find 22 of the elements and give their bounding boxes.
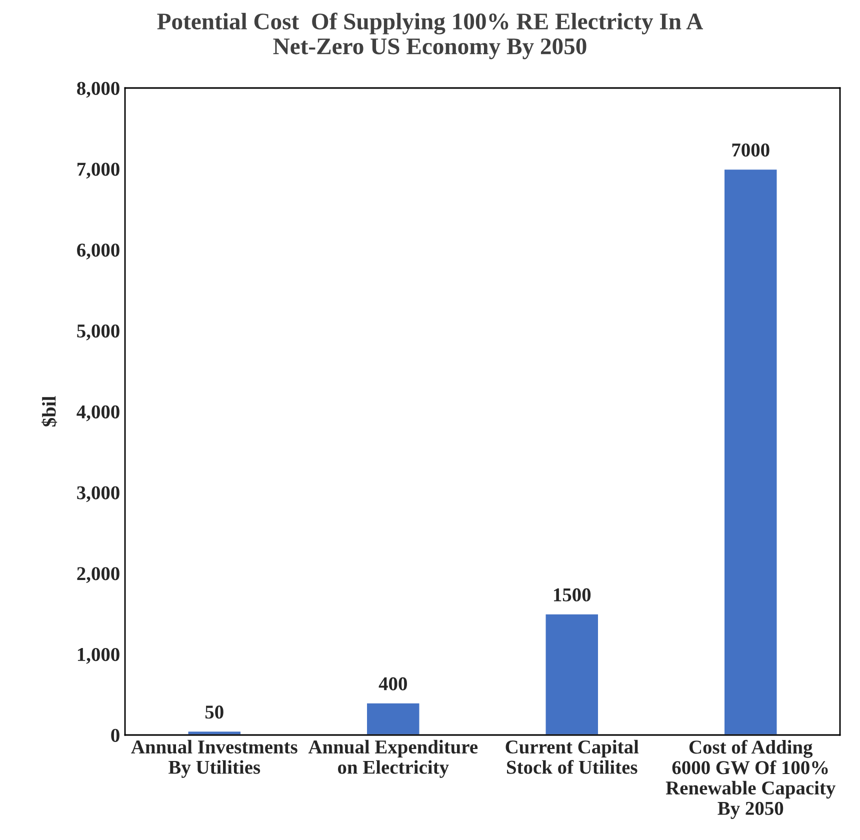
data-label: 7000 xyxy=(732,143,770,157)
data-label: 400 xyxy=(378,677,407,690)
y-tick-label: 7,000 xyxy=(78,162,120,179)
y-tick-label: 4,000 xyxy=(76,405,120,422)
chart-title: Potential Cost Of Supplying 100% RE Electricty In A Net-Zero US Economy By 2050 xyxy=(157,12,704,60)
x-tick-label: Cost of Adding 6000 GW Of 100% Renewable Capacity By 2050 xyxy=(666,740,836,819)
y-tick-label: 6,000 xyxy=(77,244,120,260)
data-label: 50 xyxy=(205,706,224,719)
bar xyxy=(366,702,421,735)
bar xyxy=(723,168,778,735)
x-tick-label: Annual Expenditure on Electricity xyxy=(308,740,478,778)
y-tick-label: 0 xyxy=(111,728,120,742)
y-axis-title: $bil xyxy=(42,396,58,426)
y-tick-label: 3,000 xyxy=(77,486,120,502)
y-tick-label: 5,000 xyxy=(77,324,120,340)
y-tick-label: 8,000 xyxy=(77,82,120,98)
y-tick-label: 1,000 xyxy=(78,648,120,664)
data-label: 1500 xyxy=(554,588,591,602)
x-tick-label: Annual Investments By Utilities xyxy=(131,740,298,778)
bar xyxy=(544,612,600,735)
y-tick-label: 2,000 xyxy=(77,567,120,584)
x-tick-label: Current Capital Stock of Utilites xyxy=(506,740,639,774)
